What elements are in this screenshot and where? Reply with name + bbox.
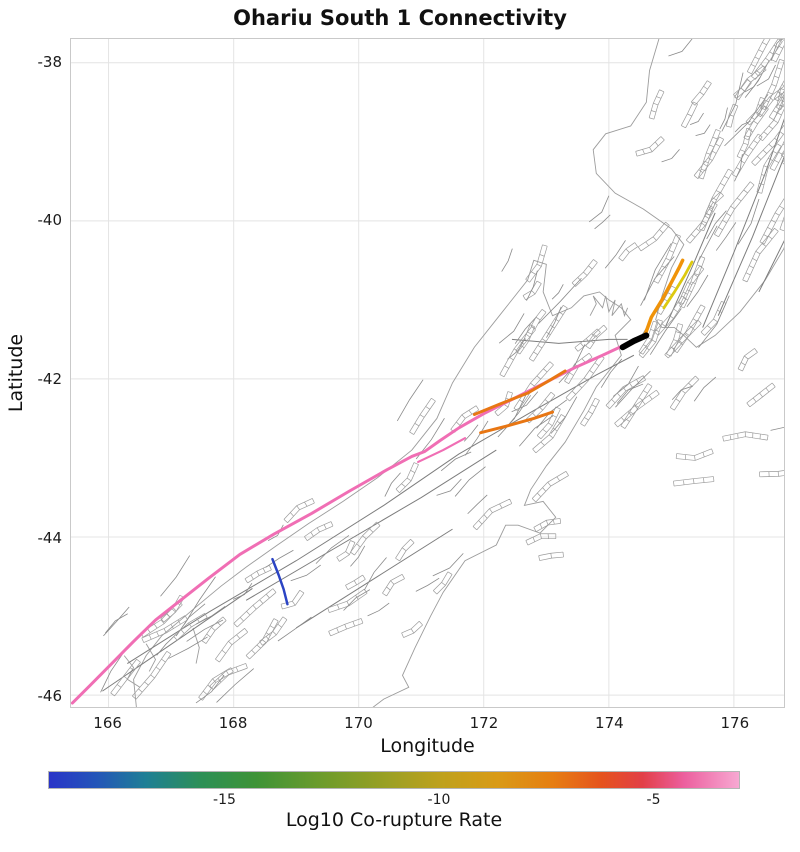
map-plot: [70, 38, 785, 708]
trace-wellington-north: [643, 258, 685, 337]
background-fault-trace: [127, 354, 635, 664]
trace-hope-upper: [472, 369, 567, 416]
background-fault-trace: [702, 118, 784, 328]
x-tick-label: 174: [595, 714, 624, 732]
background-fault-trace: [758, 240, 784, 293]
trace-alpine-branch: [417, 437, 467, 464]
background-fault-trace: [717, 155, 784, 316]
trace-wairarapa-yellow: [662, 260, 694, 310]
coastline-marlborough-sounds: [589, 295, 629, 318]
x-tick-label: 170: [344, 714, 373, 732]
x-axis-label: Longitude: [380, 735, 475, 757]
trace-ohariu-south-source: [619, 332, 650, 351]
colorbar-tick-label: -15: [213, 792, 236, 808]
x-tick-label: 176: [720, 714, 750, 732]
coastline-north-island-coast: [592, 39, 784, 348]
trace-alpine-wairau-main: [71, 343, 627, 705]
coastline-south-island-coast: [133, 259, 632, 707]
background-fault-trace: [664, 212, 716, 328]
y-tick-label: -46: [37, 687, 63, 706]
trace-south-westland-blue: [271, 557, 289, 606]
colorbar-label: Log10 Co-rupture Rate: [285, 809, 503, 831]
y-tick-label: -40: [37, 211, 63, 230]
coastline-fiordland-lake-2: [145, 643, 157, 672]
trace-hope-lower: [479, 410, 555, 435]
x-tick-label: 166: [93, 714, 122, 732]
y-tick-label: -38: [37, 52, 63, 71]
background-fault-trace: [511, 338, 628, 344]
y-tick-label: -42: [37, 369, 63, 388]
x-tick-label: 172: [469, 714, 499, 732]
background-fault-trace: [102, 588, 253, 692]
colorbar-tick-label: -5: [646, 792, 661, 808]
y-tick-label: -44: [37, 528, 63, 547]
x-tick-label: 168: [218, 714, 248, 732]
colorbar-tick-label: -10: [427, 792, 451, 808]
coastline-fiordland-lake-1: [123, 655, 141, 688]
background-fault-trace: [295, 528, 453, 629]
colorbar-gradient: [48, 771, 740, 789]
coastline-fiordland-lake-3: [192, 627, 200, 664]
chart-title: Ohariu South 1 Connectivity: [233, 6, 567, 30]
